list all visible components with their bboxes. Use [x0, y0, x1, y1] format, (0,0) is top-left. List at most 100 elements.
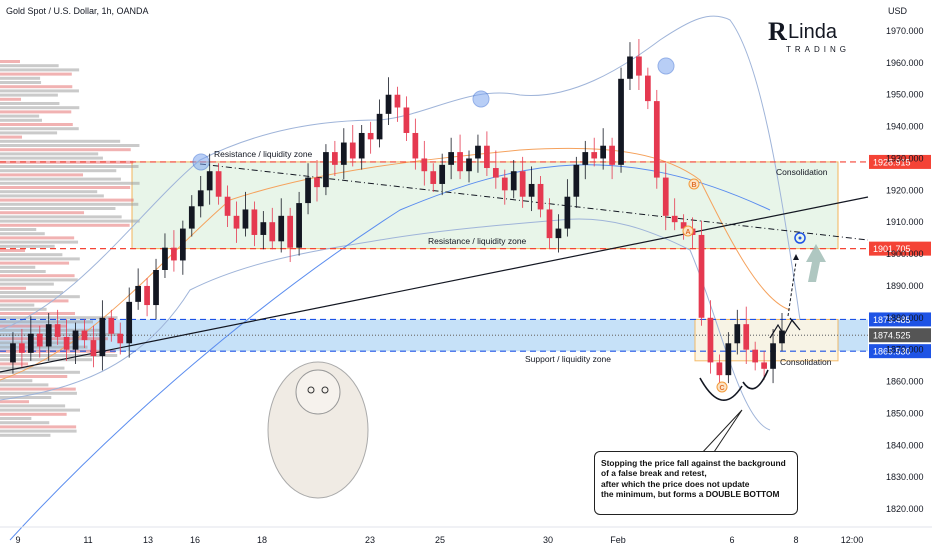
price-level-label: 1901.705: [873, 244, 911, 254]
volume-profile-bar: [0, 211, 85, 215]
volume-profile-bar: [0, 228, 37, 231]
volume-profile-bar: [0, 249, 26, 252]
candle-body: [618, 78, 624, 165]
volume-profile-bar: [0, 93, 58, 97]
candle-body: [716, 362, 723, 376]
price-level-label: 1879.485: [873, 315, 911, 325]
volume-profile-bar: [0, 114, 40, 118]
price-level-tag: [869, 328, 931, 343]
candle-body: [215, 171, 222, 197]
volume-profile-bar: [0, 60, 20, 63]
volume-profile-bar: [0, 165, 139, 168]
meme-figure-eye: [307, 386, 315, 394]
candle-body: [519, 171, 526, 197]
forecast-arrowhead: [793, 254, 799, 260]
candle-body: [492, 168, 499, 178]
candle-body: [671, 215, 678, 223]
x-tick-label: 8: [793, 535, 798, 545]
candle-body: [323, 152, 329, 188]
candle-body: [108, 317, 115, 334]
x-tick-label: 12:00: [841, 535, 864, 545]
volume-profile-bar: [0, 173, 84, 177]
volume-profile-bar: [0, 102, 60, 105]
candle-body: [385, 94, 392, 114]
candle-body: [636, 56, 642, 76]
candle-body: [725, 343, 732, 376]
double-bottom-right: [742, 369, 769, 390]
resistance-label-top: Resistance / liquidity zone: [214, 149, 313, 159]
candle-body: [707, 317, 714, 363]
candle-body: [10, 343, 16, 363]
candle-body: [188, 206, 195, 229]
volume-profile-bar: [0, 148, 131, 152]
candle-body: [501, 177, 508, 191]
x-tick-label: 18: [257, 535, 267, 545]
volume-profile-bar: [0, 383, 49, 387]
candle-body: [117, 333, 124, 344]
volume-profile-bar: [0, 328, 104, 332]
candle-body: [296, 203, 302, 248]
candle-body: [135, 285, 141, 302]
brand-logo: R Linda TRADING: [768, 17, 846, 54]
candle-body: [54, 324, 61, 337]
meme-figure-head: [295, 369, 341, 415]
price-level-label: 1874.525: [873, 331, 911, 341]
volume-profile-bar: [0, 106, 80, 110]
candle-body: [582, 152, 589, 165]
candle-body: [752, 349, 759, 363]
volume-profile-bar: [0, 396, 52, 399]
bollinger-upper: [0, 15, 801, 331]
highlight-circle: [657, 57, 675, 75]
y-tick-label: 1880.000: [886, 313, 924, 323]
y-tick-label: 1900.000: [886, 249, 924, 259]
annotation-line-2: of a false break and retest,: [601, 468, 707, 479]
volume-profile-bar: [0, 68, 80, 72]
candle-body: [162, 247, 168, 270]
chart-title: Gold Spot / U.S. Dollar, 1h, OANDA: [6, 6, 149, 16]
candle-body: [27, 333, 34, 353]
candle-body: [144, 285, 150, 306]
y-tick-label: 1870.000: [886, 345, 924, 355]
volume-profile-bar: [0, 152, 99, 156]
volume-profile-bar: [0, 186, 131, 189]
forecast-path: [769, 317, 801, 339]
candle-body: [466, 158, 472, 172]
candle-body: [349, 142, 356, 159]
price-level-tag: [869, 241, 931, 256]
candle-body: [573, 164, 580, 197]
candle-body: [680, 222, 687, 229]
volume-profile-bar: [0, 127, 79, 131]
candle-body: [90, 340, 97, 357]
volume-profile-bar: [0, 219, 140, 223]
meme-figure-body: [267, 361, 369, 499]
volume-profile-bar: [0, 312, 75, 315]
y-tick-label: 1970.000: [886, 26, 924, 36]
volume-profile-bar: [0, 81, 42, 84]
wave-label: C: [719, 385, 724, 392]
candle-body: [206, 171, 213, 191]
resistance-label-mid: Resistance / liquidity zone: [428, 236, 527, 246]
candle-body: [484, 145, 490, 169]
y-tick-label: 1920.000: [886, 185, 924, 195]
meme-figure-eye: [321, 386, 329, 394]
volume-profile-bar: [0, 370, 80, 374]
volume-profile-bar: [0, 207, 116, 210]
volume-profile-bar: [0, 236, 75, 240]
y-tick-label: 1960.000: [886, 58, 924, 68]
volume-profile-bar: [0, 404, 66, 408]
volume-profile-bar: [0, 131, 58, 135]
y-tick-label: 1830.000: [886, 472, 924, 482]
volume-profile-bar: [0, 387, 76, 391]
candle-body: [179, 228, 186, 261]
candle-body: [394, 94, 401, 108]
volume-profile-bar: [0, 379, 33, 383]
volume-profile-bar: [0, 400, 30, 404]
volume-profile-bar: [0, 89, 79, 93]
candle-body: [645, 75, 651, 102]
candle-body: [653, 101, 660, 178]
candle-body: [332, 152, 338, 165]
y-tick-label: 1930.000: [886, 153, 924, 163]
volume-profile-bar: [0, 316, 118, 320]
x-tick-label: 6: [729, 535, 734, 545]
